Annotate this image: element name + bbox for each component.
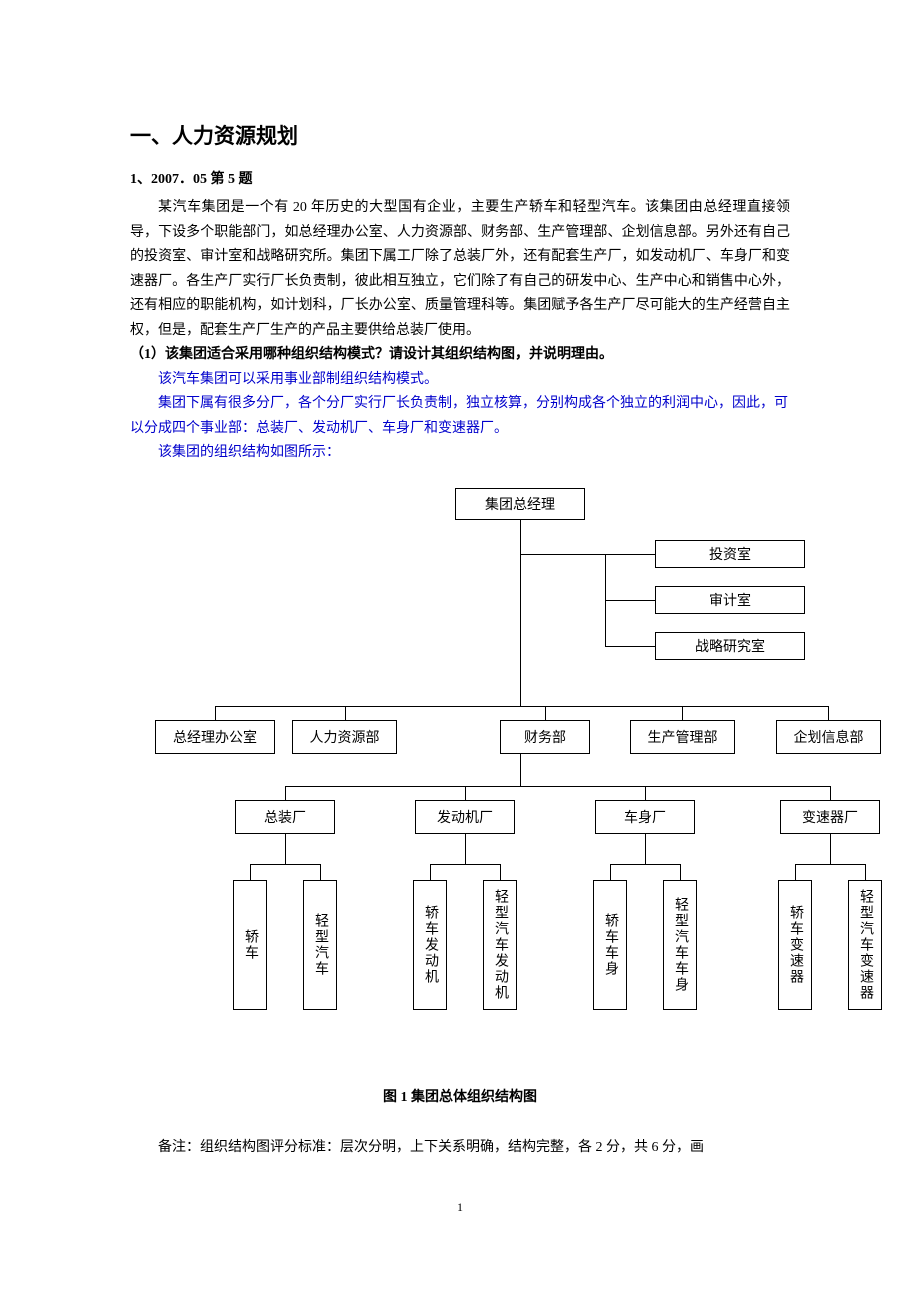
- page-number: 1: [130, 1200, 790, 1215]
- answer-line-1: 该汽车集团可以采用事业部制组织结构模式。: [130, 368, 790, 393]
- answer-line-2: 集团下属有很多分厂，各个分厂实行厂长负责制，独立核算，分别构成各个独立的利润中心…: [130, 392, 790, 441]
- connector-v: [682, 706, 683, 720]
- org-node-dept-0: 总经理办公室: [155, 720, 275, 754]
- org-node-factory-1: 发动机厂: [415, 800, 515, 834]
- org-node-product-3-0: 轿车变速器: [778, 880, 812, 1010]
- connector-v: [250, 864, 251, 880]
- question-text: （1）该集团适合采用哪种组织结构模式？请设计其组织结构图，并说明理由。: [130, 343, 790, 368]
- connector-v: [345, 706, 346, 720]
- document-page: 一、人力资源规划 1、2007．05 第 5 题 某汽车集团是一个有 20 年历…: [0, 0, 920, 1255]
- org-node-dept-3: 生产管理部: [630, 720, 735, 754]
- paragraph-intro: 某汽车集团是一个有 20 年历史的大型国有企业，主要生产轿车和轻型汽车。该集团由…: [130, 196, 790, 343]
- connector-v: [430, 864, 431, 880]
- connector-h: [795, 864, 865, 865]
- heading-2: 1、2007．05 第 5 题: [130, 168, 790, 188]
- connector-v: [830, 834, 831, 864]
- org-node-side-2: 战略研究室: [655, 632, 805, 660]
- connector-h: [605, 600, 655, 601]
- org-chart: 集团总经理投资室审计室战略研究室总经理办公室人力资源部财务部生产管理部企划信息部…: [130, 488, 790, 1058]
- org-node-product-0-1: 轻型汽车: [303, 880, 337, 1010]
- org-node-product-2-0: 轿车车身: [593, 880, 627, 1010]
- connector-v: [320, 864, 321, 880]
- org-node-product-2-1: 轻型汽车车身: [663, 880, 697, 1010]
- figure-caption: 图 1 集团总体组织结构图: [130, 1086, 790, 1106]
- org-node-top: 集团总经理: [455, 488, 585, 520]
- heading-1: 一、人力资源规划: [130, 120, 790, 150]
- connector-v: [285, 786, 286, 800]
- org-node-product-3-1: 轻型汽车变速器: [848, 880, 882, 1010]
- connector-h: [285, 786, 830, 787]
- org-node-dept-1: 人力资源部: [292, 720, 397, 754]
- org-node-dept-2: 财务部: [500, 720, 590, 754]
- connector-v: [795, 864, 796, 880]
- connector-h: [215, 706, 828, 707]
- connector-v: [545, 706, 546, 720]
- connector-v: [520, 754, 521, 786]
- footnote: 备注：组织结构图评分标准：层次分明，上下关系明确，结构完整，各 2 分，共 6 …: [130, 1136, 790, 1161]
- connector-h: [250, 864, 320, 865]
- connector-h: [520, 554, 605, 555]
- connector-h: [430, 864, 500, 865]
- org-node-dept-4: 企划信息部: [776, 720, 881, 754]
- connector-v: [865, 864, 866, 880]
- org-node-product-1-1: 轻型汽车发动机: [483, 880, 517, 1010]
- connector-v: [645, 786, 646, 800]
- connector-v: [645, 834, 646, 864]
- connector-v: [500, 864, 501, 880]
- connector-h: [605, 554, 655, 555]
- connector-v: [465, 786, 466, 800]
- answer-line-3: 该集团的组织结构如图所示：: [130, 441, 790, 466]
- connector-h: [605, 646, 655, 647]
- connector-v: [828, 706, 829, 720]
- connector-v: [215, 706, 216, 720]
- connector-v: [465, 834, 466, 864]
- org-node-factory-3: 变速器厂: [780, 800, 880, 834]
- connector-v: [285, 834, 286, 864]
- org-node-factory-2: 车身厂: [595, 800, 695, 834]
- connector-v: [680, 864, 681, 880]
- org-node-side-1: 审计室: [655, 586, 805, 614]
- connector-v: [610, 864, 611, 880]
- org-node-side-0: 投资室: [655, 540, 805, 568]
- org-node-product-0-0: 轿车: [233, 880, 267, 1010]
- connector-v: [830, 786, 831, 800]
- org-node-product-1-0: 轿车发动机: [413, 880, 447, 1010]
- org-node-factory-0: 总装厂: [235, 800, 335, 834]
- connector-h: [610, 864, 680, 865]
- connector-v: [520, 520, 521, 706]
